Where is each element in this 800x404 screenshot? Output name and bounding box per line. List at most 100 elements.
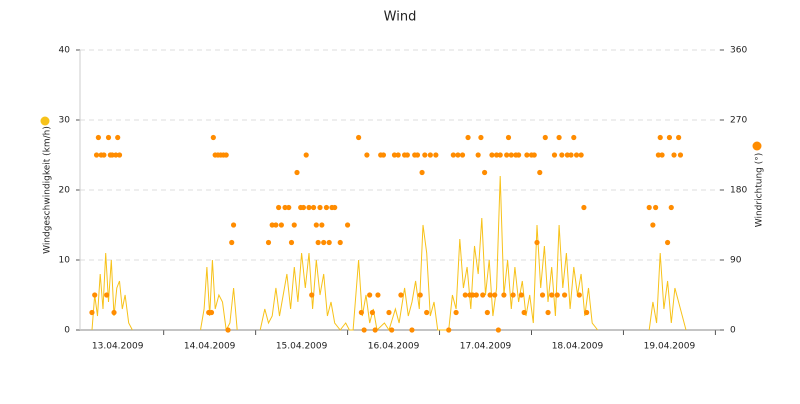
direction-point: [531, 152, 537, 158]
direction-point: [300, 204, 307, 211]
direction-point: [551, 152, 558, 158]
direction-point: [344, 222, 351, 228]
direction-point: [294, 169, 300, 176]
direction-point: [313, 222, 319, 228]
direction-point: [111, 309, 117, 316]
direction-point: [116, 152, 123, 158]
direction-point: [265, 239, 272, 246]
direction-point: [545, 309, 551, 316]
direction-point: [269, 222, 275, 228]
direction-point: [668, 204, 674, 211]
direction-point: [89, 309, 95, 316]
direction-point: [655, 152, 661, 158]
y2-tick-label: 90: [730, 256, 742, 266]
direction-point: [306, 204, 312, 211]
direction-point: [584, 309, 590, 316]
direction-point: [657, 134, 663, 141]
direction-point: [367, 292, 373, 298]
direction-point: [361, 327, 367, 333]
direction-point: [375, 292, 381, 298]
direction-point: [470, 292, 476, 298]
direction-point: [473, 292, 479, 298]
direction-point: [303, 152, 309, 158]
direction-point: [664, 239, 671, 246]
direction-point: [282, 204, 288, 211]
direction-point: [369, 309, 376, 316]
direction-point: [101, 152, 107, 158]
direction-point: [495, 327, 501, 333]
y2-axis-label: Windrichtung (°): [755, 153, 765, 228]
y2-tick-label: 0: [730, 326, 736, 336]
direction-point: [208, 309, 215, 316]
direction-point: [414, 152, 421, 158]
speed-line: [91, 175, 687, 332]
direction-point: [504, 152, 510, 158]
direction-point: [505, 134, 512, 141]
direction-point: [319, 222, 325, 228]
direction-point: [391, 152, 398, 158]
direction-point: [659, 152, 665, 158]
direction-point: [492, 292, 498, 298]
direction-point: [559, 152, 565, 158]
direction-point: [288, 239, 295, 246]
direction-point: [380, 152, 387, 158]
direction-point: [422, 152, 428, 158]
direction-point: [487, 292, 493, 298]
direction-point: [455, 152, 461, 158]
direction-point: [364, 152, 370, 158]
y-tick-label: 40: [59, 46, 71, 56]
x-tick-label: 16.04.2009: [368, 342, 420, 352]
direction-point: [326, 239, 332, 246]
direction-point: [462, 292, 468, 298]
direction-point: [310, 204, 317, 211]
direction-point: [225, 327, 231, 333]
y-tick-label: 30: [59, 116, 71, 126]
direction-point: [646, 204, 652, 211]
direction-point: [372, 327, 378, 333]
direction-point: [398, 292, 404, 298]
direction-point: [286, 204, 292, 211]
direction-point: [337, 239, 343, 246]
direction-point: [481, 169, 488, 176]
direction-point: [554, 292, 560, 298]
x-tick-label: 13.04.2009: [92, 342, 144, 352]
x-tick-label: 17.04.2009: [460, 342, 512, 352]
direction-point: [404, 152, 410, 158]
direction-point: [537, 169, 543, 176]
direction-point: [417, 292, 423, 298]
direction-point: [210, 134, 216, 141]
direction-point: [508, 152, 514, 158]
direction-point: [446, 327, 452, 333]
x-tick-label: 19.04.2009: [644, 342, 696, 352]
direction-point: [581, 204, 587, 211]
direction-point: [571, 134, 577, 141]
y-axis-marker: [40, 116, 50, 126]
direction-point: [650, 222, 656, 228]
direction-point: [671, 152, 677, 158]
direction-point: [676, 134, 682, 141]
direction-point: [480, 292, 486, 298]
direction-point: [95, 134, 101, 141]
y2-tick-label: 270: [730, 116, 747, 126]
y2-tick-label: 180: [730, 186, 747, 196]
direction-point: [427, 152, 433, 158]
direction-point: [493, 152, 500, 158]
direction-point: [573, 152, 580, 158]
direction-point: [358, 309, 364, 316]
direction-point: [450, 152, 456, 158]
direction-point: [424, 309, 430, 316]
direction-point: [291, 222, 297, 228]
x-tick-label: 18.04.2009: [552, 342, 604, 352]
direction-point: [317, 204, 323, 211]
direction-point: [534, 239, 540, 246]
direction-point: [484, 309, 490, 316]
direction-point: [321, 239, 327, 246]
direction-point: [459, 152, 466, 158]
direction-point: [510, 292, 516, 298]
direction-point: [315, 239, 321, 246]
direction-point: [497, 152, 503, 158]
y2-tick-label: 360: [730, 46, 747, 56]
direction-point: [561, 292, 568, 298]
chart-title: Wind: [384, 10, 417, 25]
direction-point: [568, 152, 574, 158]
